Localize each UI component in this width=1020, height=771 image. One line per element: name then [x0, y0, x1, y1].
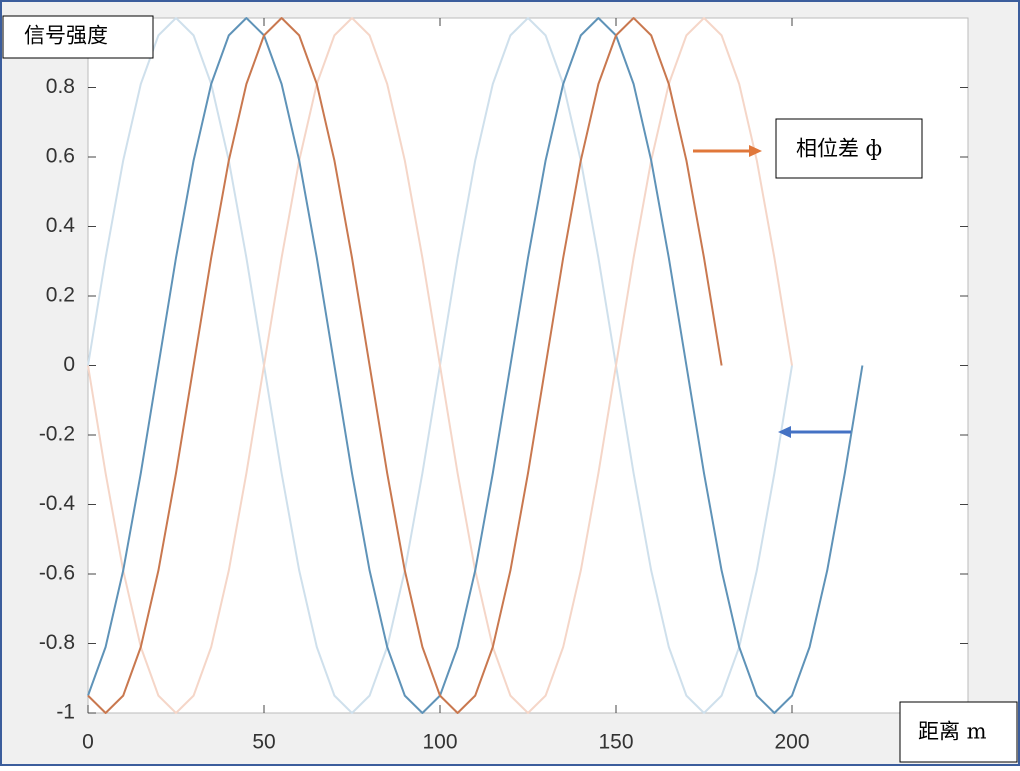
y-tick-label: 0.6	[46, 145, 75, 168]
x-tick-label: 50	[252, 731, 275, 754]
label-box	[775, 118, 923, 179]
y-tick-label: -0.6	[39, 562, 75, 585]
y-tick-label: -0.4	[39, 492, 76, 515]
x-label-box: 距离 m	[899, 701, 1018, 763]
y-tick-label: 0.4	[46, 214, 76, 237]
plot-layer: -1 -0.8 -0.6 -0.4 -0.2 0 0.2 0.4 0.6 0.8 0 50 100 150…	[39, 17, 968, 754]
x-tick-label: 0	[82, 731, 94, 754]
y-tick-label: 0.2	[46, 284, 75, 307]
x-tick-label: 150	[598, 731, 633, 754]
y-tick-label: -0.8	[39, 631, 75, 654]
arrow-head	[749, 145, 762, 157]
y-tick-label: 0	[63, 353, 75, 376]
series-line	[87, 17, 793, 714]
y-tick-label: 0.8	[46, 75, 75, 98]
label-box	[2, 15, 154, 59]
x-axis-label: 距离 m	[918, 720, 987, 744]
label-box	[899, 701, 1018, 763]
annotation-box: 相位差 ф	[775, 118, 923, 179]
y-axis-label: 信号强度	[24, 24, 108, 48]
arrow-head	[778, 426, 791, 438]
y-tick-label: -1	[56, 701, 75, 724]
series-line	[87, 17, 864, 714]
x-tick-label: 100	[422, 731, 457, 754]
annotation: 相位差 ф	[796, 137, 882, 161]
y-label-box: 信号强度	[2, 15, 154, 59]
series-line	[87, 17, 723, 714]
x-tick-label: 200	[774, 731, 809, 754]
y-tick-label: -0.2	[39, 423, 75, 446]
